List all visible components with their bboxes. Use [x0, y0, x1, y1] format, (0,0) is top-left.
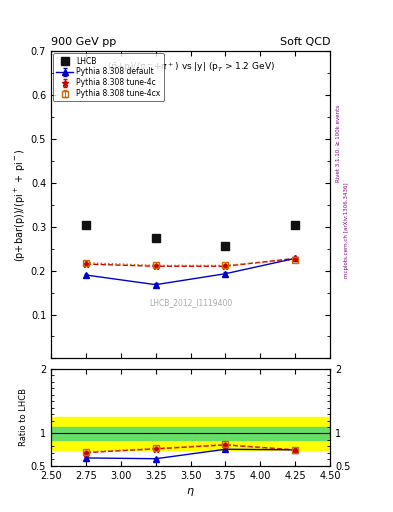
- X-axis label: $\eta$: $\eta$: [186, 486, 195, 498]
- Text: mcplots.cern.ch [arXiv:1306.3436]: mcplots.cern.ch [arXiv:1306.3436]: [344, 183, 349, 278]
- Text: LHCB_2012_I1119400: LHCB_2012_I1119400: [149, 298, 232, 308]
- Legend: LHCB, Pythia 8.308 default, Pythia 8.308 tune-4c, Pythia 8.308 tune-4cx: LHCB, Pythia 8.308 default, Pythia 8.308…: [53, 53, 163, 101]
- Text: ($\bar{p}$+p)/($\pi^-$+$\pi^+$) vs |y| (p$_T$ > 1.2 GeV): ($\bar{p}$+p)/($\pi^-$+$\pi^+$) vs |y| (…: [107, 60, 275, 74]
- Text: Soft QCD: Soft QCD: [280, 36, 330, 47]
- Y-axis label: Ratio to LHCB: Ratio to LHCB: [19, 388, 28, 446]
- Text: 900 GeV pp: 900 GeV pp: [51, 36, 116, 47]
- Text: Rivet 3.1.10, ≥ 100k events: Rivet 3.1.10, ≥ 100k events: [336, 105, 341, 182]
- Y-axis label: (p+bar(p))/(pi$^+$ + pi$^-$): (p+bar(p))/(pi$^+$ + pi$^-$): [13, 148, 28, 262]
